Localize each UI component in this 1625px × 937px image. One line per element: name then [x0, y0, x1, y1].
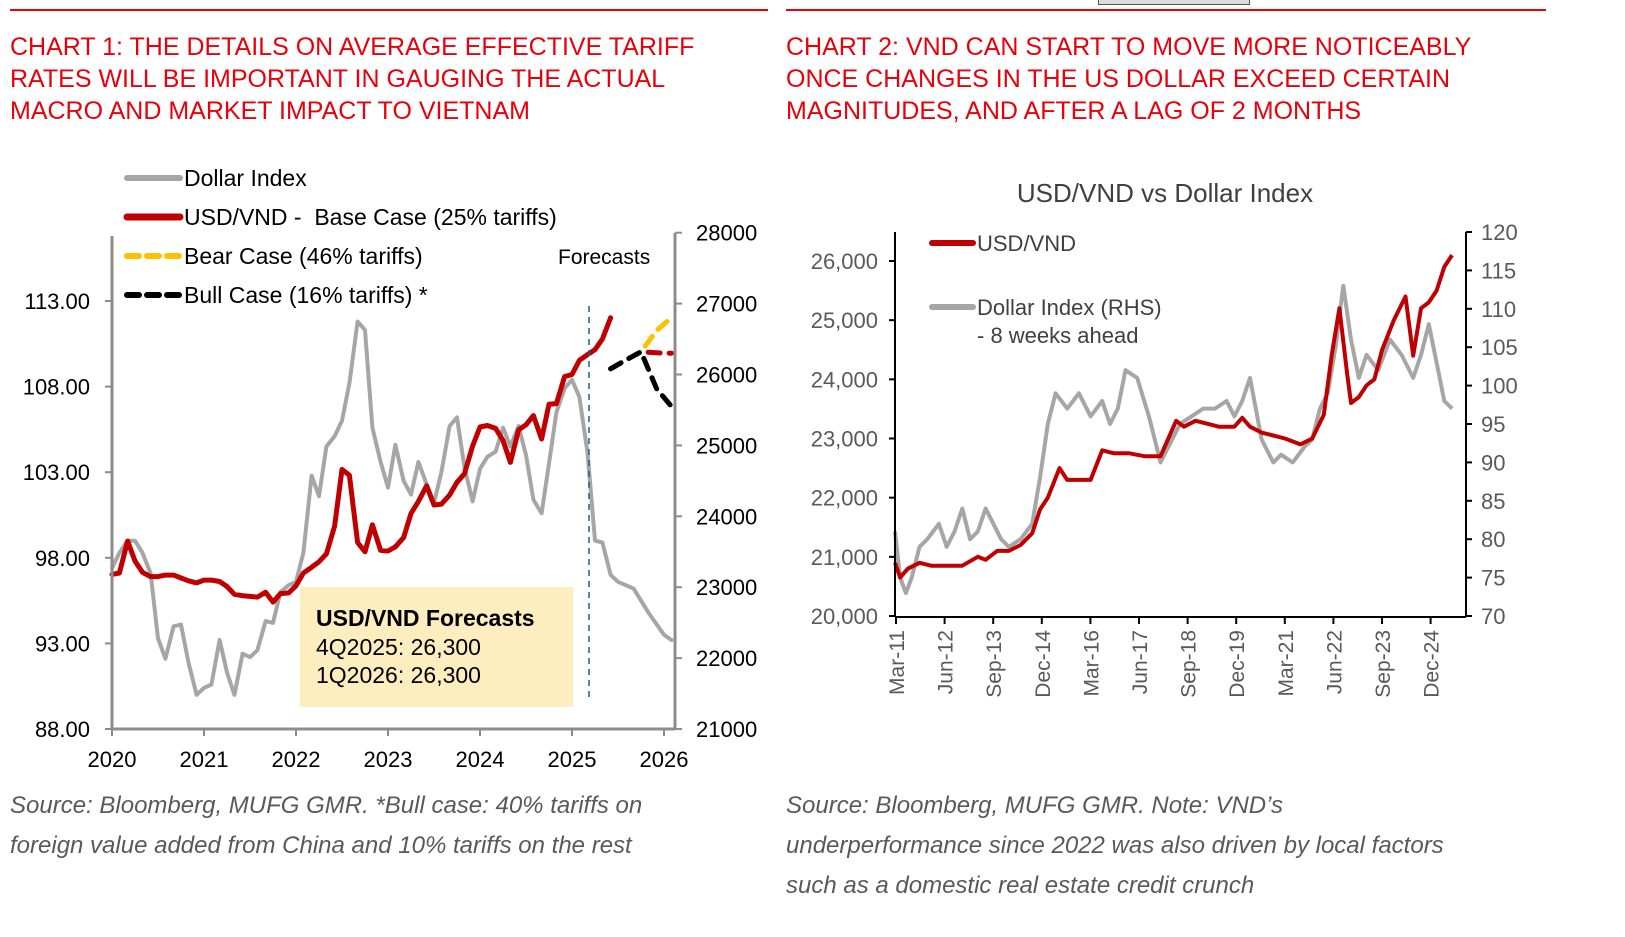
series-line-usd-vnd	[893, 253, 1454, 580]
legend-label: Bear Case (46% tariffs)	[184, 243, 423, 269]
chart1-legend: Dollar Index USD/VND - Base Case (25% ta…	[123, 165, 557, 308]
chart2-plot: USD/VND vs Dollar Index 20,000 21,000 22,0…	[811, 178, 1518, 698]
legend-label: Dollar Index (RHS)	[977, 295, 1162, 320]
x-tick-label: 2023	[364, 747, 413, 772]
chart1-title: CHART 1: THE DETAILS ON AVERAGE EFFECTIV…	[10, 31, 780, 127]
chart2-title: CHART 2: VND CAN START TO MOVE MORE NOTI…	[786, 31, 1586, 127]
right-tick-label: 24000	[696, 504, 757, 529]
forecast-box-line: 4Q2025: 26,300	[316, 634, 481, 660]
x-tick-label: 2021	[180, 747, 229, 772]
chart2-title-line: CHART 2: VND CAN START TO MOVE MORE NOTI…	[786, 33, 1472, 61]
left-tick-label: 24,000	[811, 367, 878, 392]
page-tab-fragment	[1098, 0, 1250, 5]
source-line: Source: Bloomberg, MUFG GMR. *Bull case:…	[10, 792, 643, 819]
chart1-title-line: CHART 1: THE DETAILS ON AVERAGE EFFECTIV…	[10, 33, 695, 61]
chart2-title-line: MAGNITUDES, AND AFTER A LAG OF 2 MONTHS	[786, 97, 1362, 125]
series-line-bull-case-16-tariffs	[608, 349, 674, 409]
right-tick-label: 26000	[696, 363, 757, 388]
x-tick-label: Sep-18	[1178, 630, 1201, 698]
right-tick-label: 21000	[696, 717, 757, 742]
x-tick-label: Dec-19	[1226, 630, 1249, 698]
left-tick-label: 93.00	[35, 631, 90, 656]
x-tick-label: Mar-11	[886, 630, 909, 695]
right-tick-label: 100	[1481, 374, 1518, 399]
right-tick-label: 28000	[696, 221, 757, 246]
x-tick-label: 2022	[272, 747, 321, 772]
chart2-title-line: ONCE CHANGES IN THE US DOLLAR EXCEED CER…	[786, 65, 1451, 93]
legend-label: - 8 weeks ahead	[977, 323, 1138, 348]
right-tick-label: 22000	[696, 646, 757, 671]
right-tick-label: 80	[1481, 527, 1505, 552]
chart1-plot: 88.00 93.00 98.00 103.00 108.00 113.00 21000 22…	[23, 165, 757, 772]
right-tick-label: 85	[1481, 489, 1505, 514]
chart2-legend: USD/VND Dollar Index (RHS) - 8 weeks ahe…	[929, 231, 1162, 348]
x-tick-label: Jun-17	[1129, 630, 1152, 694]
x-tick-label: 2026	[640, 747, 689, 772]
source-line: Source: Bloomberg, MUFG GMR. Note: VND’s	[786, 792, 1284, 819]
right-tick-label: 75	[1481, 566, 1505, 591]
x-tick-label: Sep-23	[1372, 630, 1395, 698]
left-tick-label: 20,000	[811, 604, 878, 629]
left-tick-label: 88.00	[35, 717, 90, 742]
series-line-dollar-index-rhs-8-weeks-ahead	[893, 283, 1454, 595]
x-tick-label: Mar-21	[1275, 630, 1298, 697]
chart2-inner-title: USD/VND vs Dollar Index	[1017, 178, 1313, 208]
right-tick-label: 25000	[696, 433, 757, 458]
left-tick-label: 26,000	[811, 249, 878, 274]
chart1-top-rule	[10, 9, 768, 11]
left-tick-label: 22,000	[811, 486, 878, 511]
source-line: underperformance since 2022 was also dri…	[786, 832, 1444, 859]
x-tick-label: 2020	[88, 747, 137, 772]
source-line: such as a domestic real estate credit cr…	[786, 872, 1255, 899]
x-tick-label: Mar-16	[1080, 630, 1103, 697]
legend-label: USD/VND	[977, 231, 1076, 256]
x-tick-label: Sep-13	[983, 630, 1006, 698]
chart1-title-line: MACRO AND MARKET IMPACT TO VIETNAM	[10, 97, 530, 125]
left-tick-label: 108.00	[23, 375, 90, 400]
right-tick-label: 27000	[696, 292, 757, 317]
chart2-top-rule	[786, 9, 1546, 11]
forecast-box-title: USD/VND Forecasts	[316, 605, 535, 631]
right-tick-label: 23000	[696, 575, 757, 600]
right-tick-label: 110	[1481, 297, 1516, 322]
right-tick-label: 70	[1481, 604, 1505, 629]
left-tick-label: 103.00	[23, 460, 90, 485]
right-tick-label: 115	[1481, 258, 1516, 283]
chart1-source-note: Source: Bloomberg, MUFG GMR. *Bull case:…	[10, 786, 780, 866]
left-tick-label: 113.00	[24, 289, 90, 314]
x-tick-label: Dec-24	[1421, 630, 1444, 698]
legend-label: USD/VND - Base Case (25% tariffs)	[184, 204, 557, 230]
right-tick-label: 90	[1481, 450, 1505, 475]
left-tick-label: 98.00	[35, 546, 90, 571]
forecast-summary-box	[300, 587, 573, 707]
series-line-usd-vnd-base-case-25-tariffs	[109, 315, 614, 605]
left-tick-label: 21,000	[811, 545, 878, 570]
chart2-source-note: Source: Bloomberg, MUFG GMR. Note: VND’s…	[786, 786, 1586, 906]
right-tick-label: 105	[1481, 335, 1518, 360]
legend-label: Bull Case (16% tariffs) *	[184, 282, 428, 308]
forecast-box-line: 1Q2026: 26,300	[316, 662, 481, 688]
legend-label: Dollar Index	[184, 165, 307, 191]
x-tick-label: Jun-12	[935, 630, 958, 694]
right-tick-label: 95	[1481, 412, 1505, 437]
x-tick-label: 2025	[548, 747, 597, 772]
x-tick-label: Dec-14	[1032, 630, 1055, 698]
forecasts-annotation: Forecasts	[558, 246, 650, 269]
chart1-title-line: RATES WILL BE IMPORTANT IN GAUGING THE A…	[10, 65, 666, 93]
source-line: foreign value added from China and 10% t…	[10, 832, 632, 859]
right-tick-label: 120	[1481, 220, 1518, 245]
left-tick-label: 25,000	[811, 308, 878, 333]
left-tick-label: 23,000	[811, 427, 878, 452]
x-tick-label: Jun-22	[1323, 630, 1346, 694]
x-tick-label: 2024	[456, 747, 505, 772]
series-line-dollar-index	[110, 319, 674, 697]
